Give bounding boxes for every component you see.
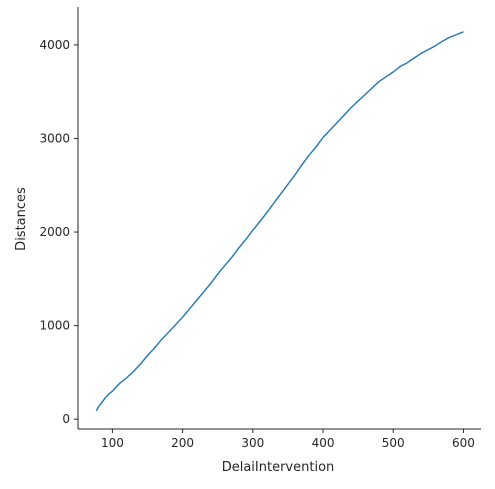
y-tick-label: 2000 <box>39 225 70 239</box>
y-tick-label: 4000 <box>39 38 70 52</box>
x-tick-label: 200 <box>171 436 194 450</box>
y-tick-label: 0 <box>62 412 70 426</box>
x-tick-label: 600 <box>452 436 475 450</box>
x-tick-label: 500 <box>382 436 405 450</box>
y-axis-label: Distances <box>14 187 29 251</box>
x-axis-label: DelaiIntervention <box>222 460 335 475</box>
x-tick-label: 100 <box>101 436 124 450</box>
x-tick-label: 300 <box>241 436 264 450</box>
plot-area <box>95 31 464 412</box>
y-axis: 0 1000 2000 3000 4000 <box>39 7 79 429</box>
x-tick-label: 400 <box>312 436 335 450</box>
y-tick-label: 3000 <box>39 131 70 145</box>
x-axis: 100 200 300 400 500 600 <box>78 428 481 450</box>
y-tick-label: 1000 <box>39 319 70 333</box>
series-line-1 <box>95 31 464 412</box>
